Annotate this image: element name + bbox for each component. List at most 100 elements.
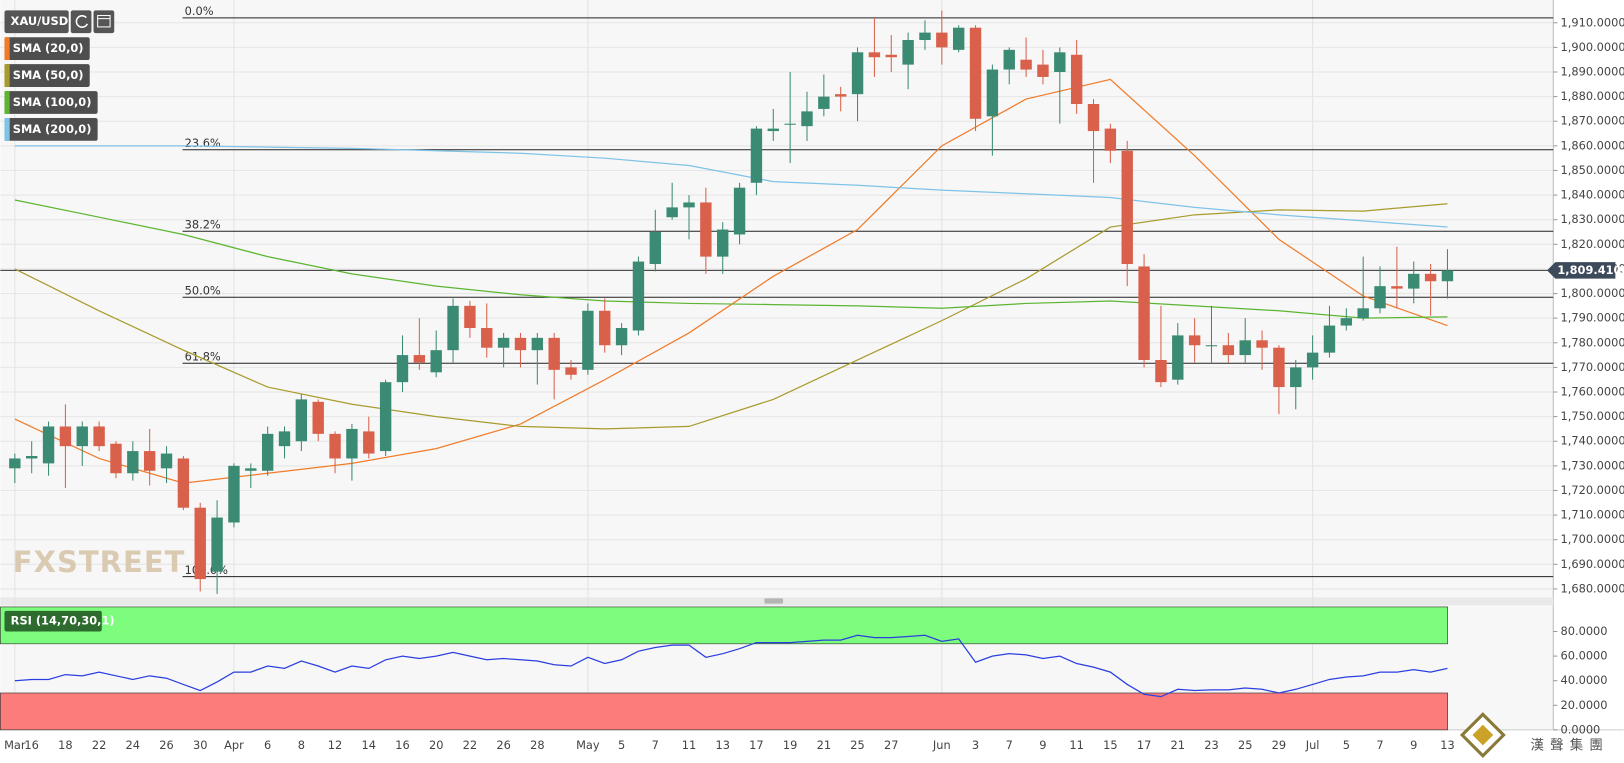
candle-body <box>1408 273 1420 289</box>
candle-body <box>211 517 223 572</box>
y-tick-label: 1,780.0000 <box>1561 335 1624 349</box>
line <box>14 199 1448 319</box>
level-label: 50.0% <box>185 284 221 298</box>
candle-body <box>902 40 914 65</box>
candle-body <box>177 458 190 508</box>
candle-body <box>1121 150 1133 265</box>
y-tick-label: 1,770.0000 <box>1561 360 1624 374</box>
candle-body <box>868 52 881 58</box>
legend-label: SMA (100,0) <box>13 95 92 109</box>
candle-body <box>1391 286 1403 289</box>
rsi-band <box>0 692 1448 731</box>
candle-body <box>430 350 442 373</box>
candle-body <box>683 202 695 208</box>
symbol-box[interactable]: XAU/USD <box>4 10 115 34</box>
candle-body <box>379 382 392 452</box>
candle-body <box>885 54 897 58</box>
x-tick-label: 26 <box>496 738 510 752</box>
line <box>14 634 1448 698</box>
x-tick-label: 11 <box>1069 738 1083 752</box>
level-label: 38.2% <box>185 218 221 232</box>
x-tick-label: May <box>576 738 600 752</box>
x-tick-label: 23 <box>1204 738 1218 752</box>
legend-box <box>4 64 90 87</box>
x-tick-label: 28 <box>530 738 544 752</box>
y-tick-label: 1,790.0000 <box>1561 311 1624 325</box>
y-tick-label: 40.0000 <box>1561 673 1608 687</box>
rsi-band <box>0 606 1448 645</box>
legend-item[interactable]: SMA (100,0) <box>4 91 98 114</box>
x-tick-label: 26 <box>159 738 173 752</box>
candle-body <box>312 401 324 434</box>
candle-body <box>143 451 156 471</box>
x-tick-label: 9 <box>1039 738 1046 752</box>
candle-body <box>1256 340 1268 348</box>
legend-item[interactable]: SMA (50,0) <box>4 64 90 87</box>
y-tick-label: 1,690.0000 <box>1561 557 1624 571</box>
candle-body <box>767 128 779 132</box>
refresh-icon <box>75 15 89 28</box>
candle-body <box>565 367 577 375</box>
candle-body <box>582 310 594 370</box>
candle-body <box>1054 52 1066 73</box>
y-tick-label: 1,800.0000 <box>1561 286 1624 300</box>
x-tick-label: 17 <box>749 738 763 752</box>
y-tick-label: 1,760.0000 <box>1561 385 1624 399</box>
x-tick-label: 20 <box>429 738 443 752</box>
candle-body <box>700 202 712 257</box>
calendar-button[interactable] <box>93 10 115 34</box>
candle-body <box>835 94 847 97</box>
candle-body <box>1155 360 1167 383</box>
candle-body <box>936 32 948 48</box>
refresh-button[interactable] <box>70 10 92 34</box>
legend-box <box>4 118 98 141</box>
candle-body <box>818 96 830 109</box>
x-tick-label: 27 <box>884 738 898 752</box>
x-tick-label: Apr <box>224 738 244 752</box>
candle-body <box>261 433 274 471</box>
x-tick-label: 11 <box>682 738 696 752</box>
logo-core <box>1472 724 1494 746</box>
candle-body <box>25 456 38 459</box>
candle-body <box>750 128 763 183</box>
x-tick-label: 19 <box>783 738 797 752</box>
legend-box <box>4 37 90 61</box>
y-tick-label: 1,880.0000 <box>1561 89 1624 103</box>
candle-body <box>1188 335 1201 346</box>
candle-body <box>481 328 493 348</box>
x-tick-label: 13 <box>1440 738 1454 752</box>
pane-handle[interactable] <box>764 598 784 604</box>
candle-body <box>93 426 105 447</box>
calendar-icon <box>97 15 111 28</box>
legend-item[interactable]: SMA (200,0) <box>4 118 98 141</box>
candle-body <box>1070 54 1083 105</box>
candle-body <box>1340 318 1353 326</box>
y-tick-label: 1,900.0000 <box>1561 40 1624 54</box>
legend-item[interactable]: SMA (20,0) <box>4 37 90 61</box>
level-label: 0.0% <box>185 4 214 18</box>
x-tick-label: 16 <box>395 738 409 752</box>
x-tick-label: 24 <box>126 738 140 752</box>
legend-box <box>4 91 98 114</box>
candle-body <box>1104 128 1117 151</box>
candle-body <box>1273 347 1285 388</box>
candle-body <box>531 337 544 351</box>
x-tick-label: 13 <box>715 738 729 752</box>
candle-body <box>666 207 678 218</box>
candle-body <box>245 468 257 471</box>
candle-body <box>801 111 813 127</box>
grid-layer <box>0 0 1554 730</box>
candle-body <box>1205 345 1218 347</box>
y-tick-label: 1,820.0000 <box>1561 237 1624 251</box>
y-tick-label: 1,890.0000 <box>1561 65 1624 79</box>
legend-swatch <box>4 64 10 87</box>
symbol-box-bg <box>4 10 69 34</box>
candle-body <box>59 426 72 447</box>
plot-background <box>0 0 1553 597</box>
y-tick-label: 1,870.0000 <box>1561 114 1624 128</box>
x-tick-label: 30 <box>193 738 207 752</box>
x-tick-label: 3 <box>972 738 979 752</box>
y-tick-label: 1,730.0000 <box>1561 458 1624 472</box>
